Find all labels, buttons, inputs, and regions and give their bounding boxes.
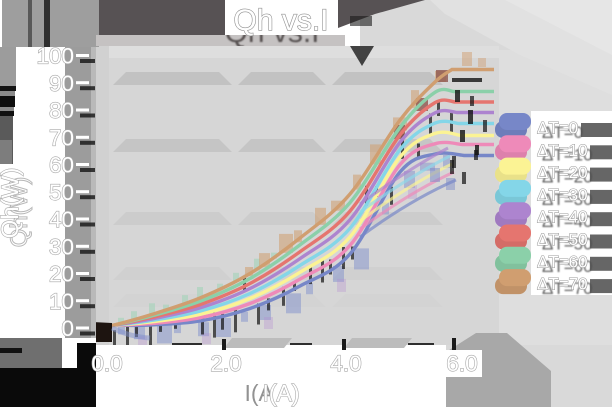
svg-text:I(A): I(A) [262,380,299,406]
svg-text:80: 80 [49,98,74,123]
svg-text:ΔT=20: ΔT=20 [537,163,588,182]
svg-text:100: 100 [36,44,74,69]
svg-text:ΔT=0: ΔT=0 [542,123,583,142]
svg-text:ΔT=70: ΔT=70 [537,275,588,294]
svg-text:ΔT=40: ΔT=40 [537,208,588,227]
svg-text:ΔT=20: ΔT=20 [542,168,593,187]
svg-text:2.0: 2.0 [210,351,241,376]
svg-text:ΔT=60: ΔT=60 [542,257,593,276]
svg-text:ΔT=70: ΔT=70 [542,279,593,298]
svg-text:90: 90 [49,71,74,96]
svg-text:0.0: 0.0 [91,351,122,376]
svg-text:ΔT=30: ΔT=30 [542,190,593,209]
svg-text:Qh vs.I: Qh vs.I [233,4,328,37]
svg-text:50: 50 [49,180,74,205]
svg-text:ΔT=30: ΔT=30 [537,185,588,204]
svg-text:40: 40 [49,207,74,232]
svg-text:0: 0 [61,316,74,341]
svg-text:ΔT=10: ΔT=10 [537,141,588,160]
svg-text:ΔT=0: ΔT=0 [537,119,578,138]
svg-text:10: 10 [49,289,74,314]
svg-text:ΔT=10: ΔT=10 [542,145,593,164]
svg-text:ΔT=60: ΔT=60 [537,252,588,271]
svg-text:70: 70 [49,125,74,150]
svg-text:Qh(W): Qh(W) [6,177,33,248]
svg-text:ΔT=40: ΔT=40 [542,212,593,231]
svg-text:60: 60 [49,153,74,178]
svg-text:6.0: 6.0 [446,351,477,376]
svg-text:ΔT=50: ΔT=50 [537,230,588,249]
svg-text:4.0: 4.0 [330,351,361,376]
svg-text:ΔT=50: ΔT=50 [542,235,593,254]
svg-text:30: 30 [49,234,74,259]
svg-text:Qh(W): Qh(W) [0,168,24,239]
svg-text:20: 20 [49,262,74,287]
